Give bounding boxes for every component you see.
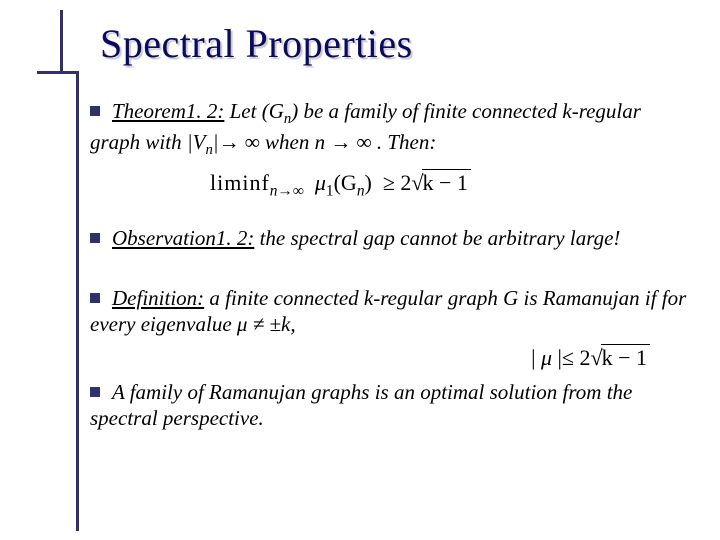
arg-close: ) bbox=[365, 170, 372, 195]
square-bullet-icon bbox=[90, 387, 100, 397]
item-text: Observation1. 2: the spectral gap cannot… bbox=[112, 226, 620, 250]
slide-title: Spectral Properties bbox=[100, 20, 413, 67]
mu: μ bbox=[315, 170, 326, 195]
liminf: liminf bbox=[210, 170, 270, 195]
bullet-item-definition: Definition: a finite connected k-regular… bbox=[90, 285, 690, 371]
decor-rule-left bbox=[37, 71, 77, 74]
sub-n: n bbox=[205, 142, 212, 158]
square-bullet-icon bbox=[90, 293, 100, 303]
two: 2 bbox=[400, 170, 411, 195]
two: 2 bbox=[580, 345, 591, 370]
formula-liminf: liminfn→∞ μ1(Gn) ≥ 2 k − 1 bbox=[210, 169, 690, 201]
item-label: Observation1. 2: bbox=[112, 226, 254, 250]
arg-sub: n bbox=[357, 183, 365, 200]
formula-abs-mu: | μ |≤ 2k − 1 bbox=[90, 344, 650, 372]
mu-sub: 1 bbox=[326, 183, 334, 200]
decor-rule-top bbox=[60, 10, 63, 74]
t: Let (G bbox=[224, 99, 284, 123]
t: the spectral gap cannot be arbitrary lar… bbox=[254, 226, 620, 250]
abs-open: | bbox=[531, 345, 541, 370]
sqrt: k − 1 bbox=[411, 169, 471, 197]
item-text: A family of Ramanujan graphs is an optim… bbox=[90, 380, 632, 430]
bullet-item-theorem: Theorem1. 2: Let (Gn) be a family of fin… bbox=[90, 98, 690, 201]
abs-close: | bbox=[552, 345, 562, 370]
slide: Spectral Properties Theorem1. 2: Let (Gn… bbox=[0, 0, 720, 540]
bullet-item-observation: Observation1. 2: the spectral gap cannot… bbox=[90, 225, 690, 251]
bullet-item-ramanujan: A family of Ramanujan graphs is an optim… bbox=[90, 379, 690, 432]
sqrt-body: k − 1 bbox=[422, 169, 471, 195]
square-bullet-icon bbox=[90, 233, 100, 243]
square-bullet-icon bbox=[90, 106, 100, 116]
sqrt: k − 1 bbox=[591, 344, 651, 372]
liminf-sub: n→∞ bbox=[270, 183, 304, 200]
ge: ≥ bbox=[383, 170, 395, 195]
decor-rule-vertical bbox=[76, 71, 79, 531]
sqrt-body: k − 1 bbox=[601, 344, 650, 370]
slide-body: Theorem1. 2: Let (Gn) be a family of fin… bbox=[90, 98, 690, 458]
t: |→ ∞ when n → ∞ . Then: bbox=[213, 130, 437, 154]
mu: μ bbox=[541, 345, 552, 370]
item-label: Theorem1. 2: bbox=[112, 99, 224, 123]
item-text: Theorem1. 2: Let (Gn) be a family of fin… bbox=[90, 99, 641, 154]
le: ≤ bbox=[562, 345, 574, 370]
arg-open: (G bbox=[334, 170, 357, 195]
item-text: Definition: a finite connected k-regular… bbox=[90, 286, 686, 336]
item-label: Definition: bbox=[112, 286, 204, 310]
